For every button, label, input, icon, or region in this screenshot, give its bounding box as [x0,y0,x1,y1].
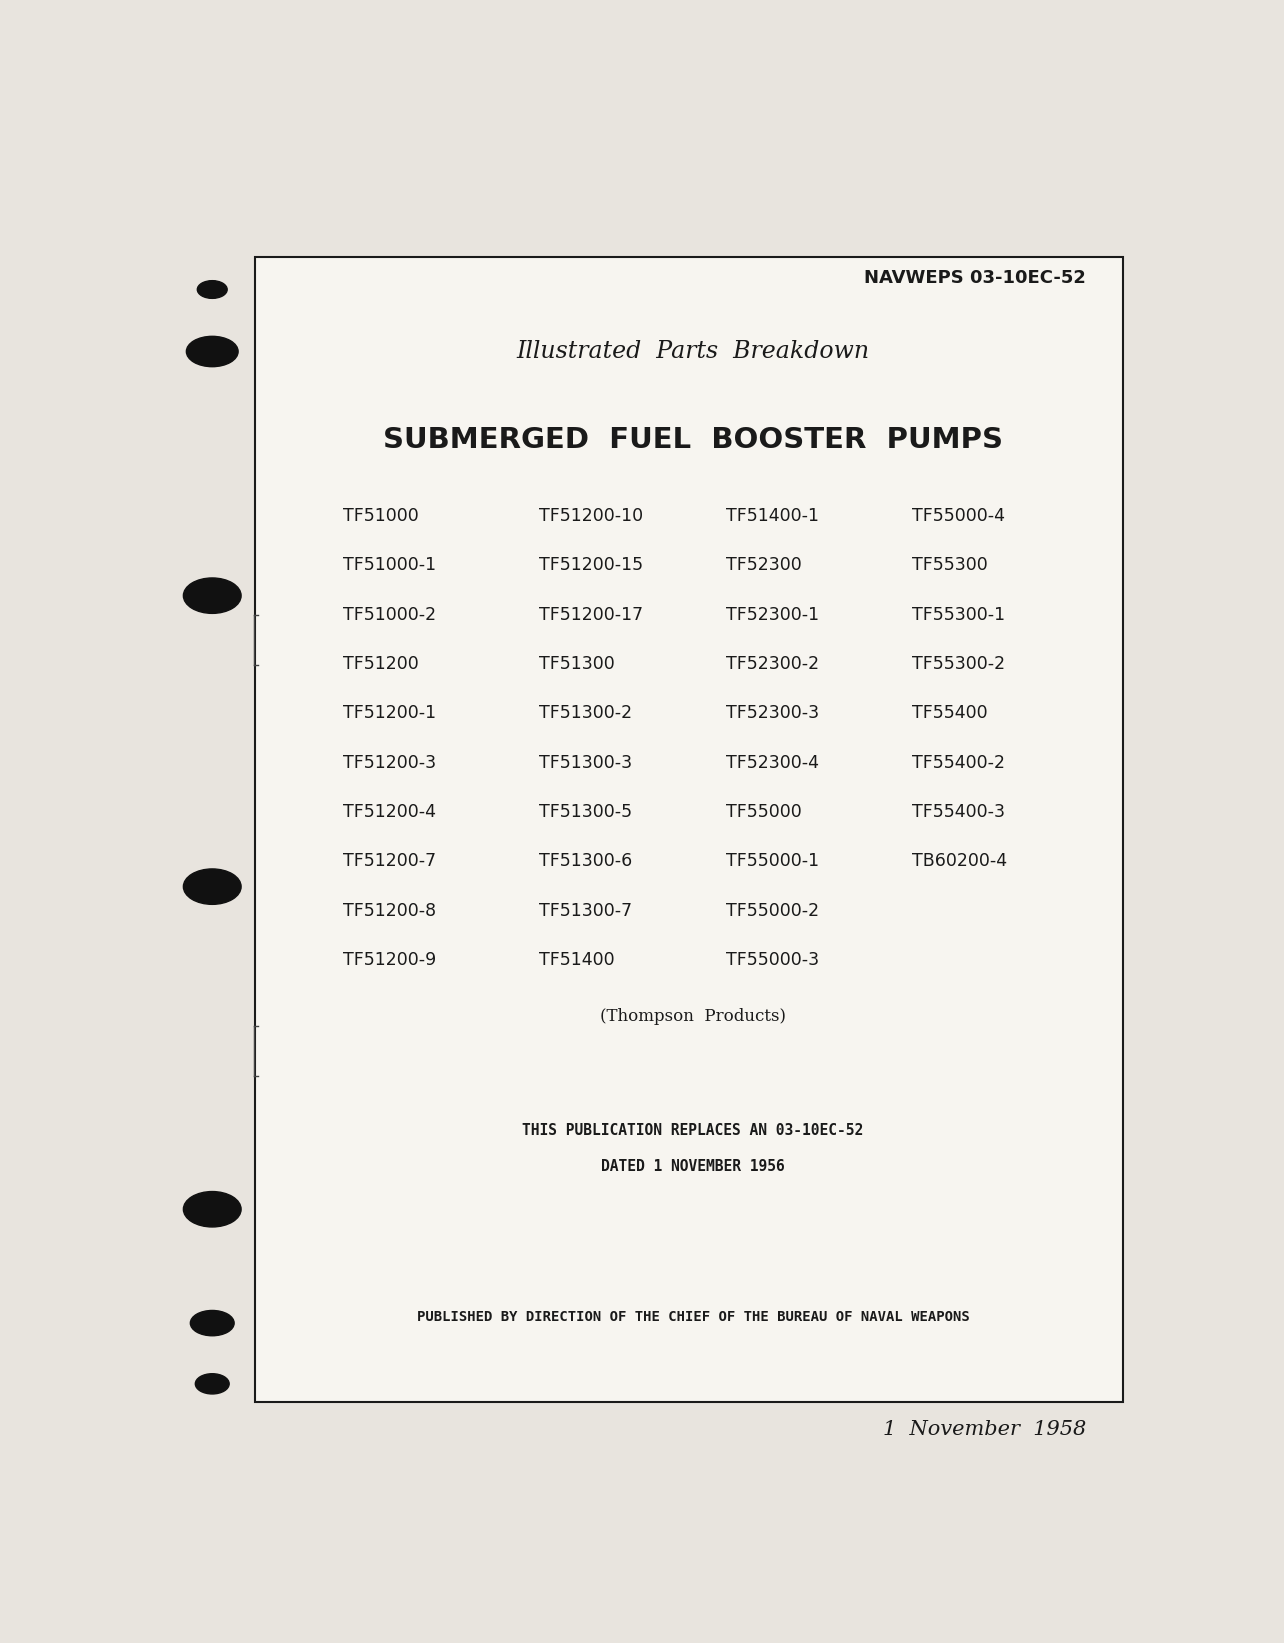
Ellipse shape [186,337,238,366]
Text: SUBMERGED  FUEL  BOOSTER  PUMPS: SUBMERGED FUEL BOOSTER PUMPS [383,426,1003,453]
Text: TF55000-4: TF55000-4 [912,508,1005,526]
Text: TB60200-4: TB60200-4 [912,853,1007,871]
Text: TF55300-2: TF55300-2 [912,656,1005,674]
Text: DATED 1 NOVEMBER 1956: DATED 1 NOVEMBER 1956 [601,1158,785,1173]
Text: TF51200-15: TF51200-15 [539,557,643,575]
Ellipse shape [184,578,241,613]
Text: TF51300: TF51300 [539,656,614,674]
Text: TF51000-2: TF51000-2 [343,606,435,624]
Ellipse shape [184,1191,241,1227]
Ellipse shape [198,281,227,299]
Text: Illustrated  Parts  Breakdown: Illustrated Parts Breakdown [516,340,869,363]
Text: TF51400: TF51400 [539,951,614,969]
Text: TF51000: TF51000 [343,508,419,526]
Text: TF51400-1: TF51400-1 [725,508,819,526]
Text: TF51300-5: TF51300-5 [539,803,632,822]
Text: TF52300-2: TF52300-2 [725,656,819,674]
Text: THIS PUBLICATION REPLACES AN 03-10EC-52: THIS PUBLICATION REPLACES AN 03-10EC-52 [523,1124,864,1139]
Text: TF55000: TF55000 [725,803,801,822]
Text: TF52300: TF52300 [725,557,801,575]
Ellipse shape [184,869,241,904]
Text: (Thompson  Products): (Thompson Products) [600,1009,786,1025]
Bar [256,256,1122,1401]
Text: TF51000-1: TF51000-1 [343,557,435,575]
Text: TF51300-7: TF51300-7 [539,902,632,920]
Text: TF51200-17: TF51200-17 [539,606,643,624]
Text: TF55000-2: TF55000-2 [725,902,819,920]
Text: TF51200-3: TF51200-3 [343,754,435,772]
Text: TF51200-10: TF51200-10 [539,508,643,526]
Text: TF51200: TF51200 [343,656,419,674]
Text: TF55300-1: TF55300-1 [912,606,1005,624]
Text: NAVWEPS 03-10EC-52: NAVWEPS 03-10EC-52 [864,269,1086,288]
Text: TF55000-1: TF55000-1 [725,853,819,871]
Text: TF55400-3: TF55400-3 [912,803,1005,822]
Text: TF55400: TF55400 [912,705,987,723]
Text: TF51300-2: TF51300-2 [539,705,632,723]
Ellipse shape [195,1374,229,1393]
Text: 1  November  1958: 1 November 1958 [882,1420,1086,1439]
Text: PUBLISHED BY DIRECTION OF THE CHIEF OF THE BUREAU OF NAVAL WEAPONS: PUBLISHED BY DIRECTION OF THE CHIEF OF T… [416,1309,969,1324]
Text: TF55300: TF55300 [912,557,987,575]
Text: TF51300-3: TF51300-3 [539,754,632,772]
Ellipse shape [190,1311,234,1336]
Text: TF52300-3: TF52300-3 [725,705,819,723]
Text: TF52300-1: TF52300-1 [725,606,819,624]
Text: TF52300-4: TF52300-4 [725,754,819,772]
Text: TF51200-4: TF51200-4 [343,803,435,822]
Text: TF51200-7: TF51200-7 [343,853,435,871]
Text: TF51300-6: TF51300-6 [539,853,632,871]
Text: TF51200-8: TF51200-8 [343,902,435,920]
Text: TF55400-2: TF55400-2 [912,754,1005,772]
Text: TF51200-1: TF51200-1 [343,705,435,723]
Text: TF51200-9: TF51200-9 [343,951,435,969]
Text: TF55000-3: TF55000-3 [725,951,819,969]
